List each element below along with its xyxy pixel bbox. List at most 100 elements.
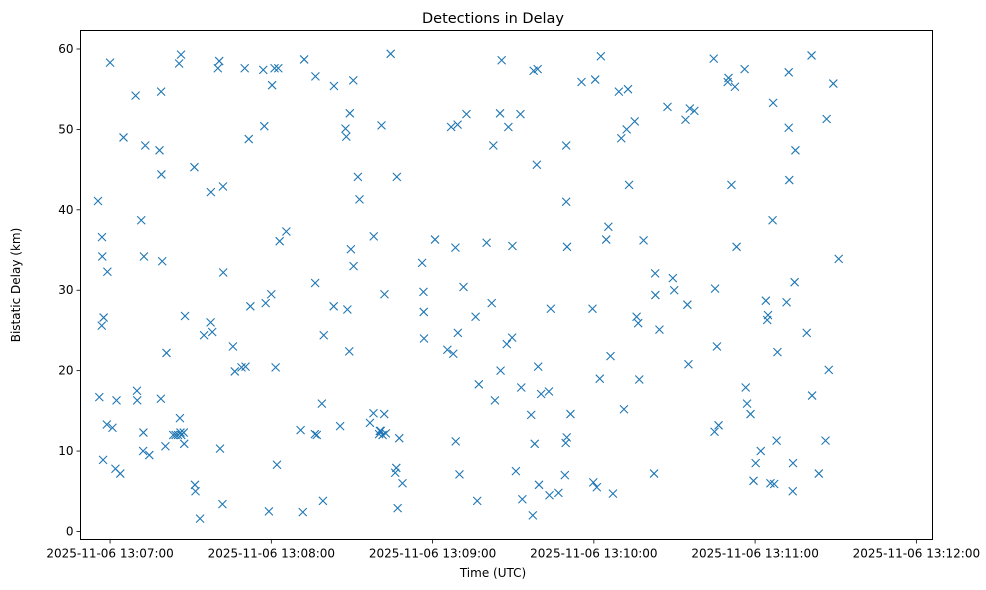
data-point [590, 75, 600, 84]
data-point [272, 460, 282, 470]
data-point [497, 55, 507, 65]
data-point [663, 102, 672, 112]
data-point [807, 391, 817, 400]
data-point [318, 496, 328, 506]
data-point [140, 141, 150, 150]
data-point [746, 409, 755, 419]
data-point [630, 116, 640, 126]
data-point [199, 330, 209, 340]
data-point [749, 476, 758, 486]
data-point [180, 311, 190, 321]
data-point [392, 172, 402, 182]
data-point [161, 441, 170, 451]
data-point [682, 300, 692, 310]
data-point [155, 145, 164, 155]
data-point [419, 334, 429, 343]
data-point [215, 444, 225, 454]
data-point [241, 362, 250, 372]
data-point [588, 304, 597, 314]
data-point [669, 285, 679, 295]
data-point [668, 273, 678, 283]
data-point [495, 108, 505, 118]
data-point [508, 241, 517, 251]
x-tick-label: 2025-11-06 13:07:00 [46, 547, 173, 561]
data-point [530, 439, 540, 449]
data-point [448, 349, 458, 359]
data-point [807, 51, 816, 60]
data-point [633, 318, 643, 328]
data-point [474, 379, 484, 389]
data-point [634, 375, 644, 384]
data-point [341, 124, 350, 133]
data-point [769, 479, 779, 489]
data-point [619, 404, 629, 414]
data-point [577, 77, 586, 87]
x-tick-label: 2025-11-06 13:09:00 [369, 547, 496, 561]
y-tick-label: 30 [58, 283, 73, 297]
data-point [490, 396, 500, 405]
data-point [345, 108, 355, 118]
data-point [207, 327, 217, 337]
data-point [259, 121, 269, 131]
data-point [228, 342, 238, 351]
data-point [264, 506, 274, 516]
data-point [162, 348, 171, 358]
data-point [451, 437, 461, 446]
data-point [156, 87, 166, 97]
data-point [179, 428, 189, 437]
data-point [138, 446, 148, 456]
data-point [517, 494, 527, 504]
data-point [561, 141, 571, 150]
data-point [566, 409, 575, 419]
data-point [176, 50, 186, 60]
data-point [98, 455, 108, 465]
data-point [157, 256, 167, 266]
data-point [365, 418, 375, 428]
data-point [533, 64, 543, 74]
data-point [394, 433, 404, 443]
data-point [393, 503, 403, 513]
data-point [503, 122, 513, 132]
data-point [462, 109, 471, 119]
data-point [310, 429, 320, 439]
y-tick-label: 10 [58, 444, 73, 458]
data-point [353, 172, 363, 182]
y-axis-ticks: 0 10 20 30 40 50 60 [58, 42, 81, 538]
data-point [398, 478, 407, 488]
data-point [622, 125, 632, 134]
data-point [562, 432, 572, 442]
data-point [712, 342, 722, 351]
data-point [601, 235, 611, 244]
data-point [157, 170, 166, 179]
data-point [214, 56, 224, 66]
data-point [730, 82, 740, 92]
data-point [595, 374, 605, 384]
x-tick-label: 2025-11-06 13:12:00 [853, 547, 980, 561]
data-point [258, 65, 268, 75]
data-point [534, 480, 544, 490]
data-point [714, 420, 723, 430]
data-point [727, 180, 736, 190]
data-point [689, 106, 699, 116]
data-point [355, 194, 364, 204]
y-tick-label: 0 [66, 524, 74, 538]
data-point [319, 330, 329, 340]
data-point [784, 123, 794, 133]
data-point [553, 488, 563, 498]
data-point [139, 252, 149, 261]
data-point [108, 423, 117, 433]
x-tick-label: 2025-11-06 13:10:00 [530, 547, 657, 561]
data-point [386, 49, 396, 59]
data-point [710, 427, 719, 437]
data-point [828, 79, 838, 88]
data-point [763, 310, 773, 320]
data-point [632, 312, 641, 322]
data-point [213, 63, 223, 73]
data-point [312, 430, 322, 440]
data-point [275, 236, 285, 246]
data-point [281, 227, 291, 236]
data-point [230, 367, 240, 376]
data-point [391, 463, 401, 473]
data-point [139, 428, 148, 437]
